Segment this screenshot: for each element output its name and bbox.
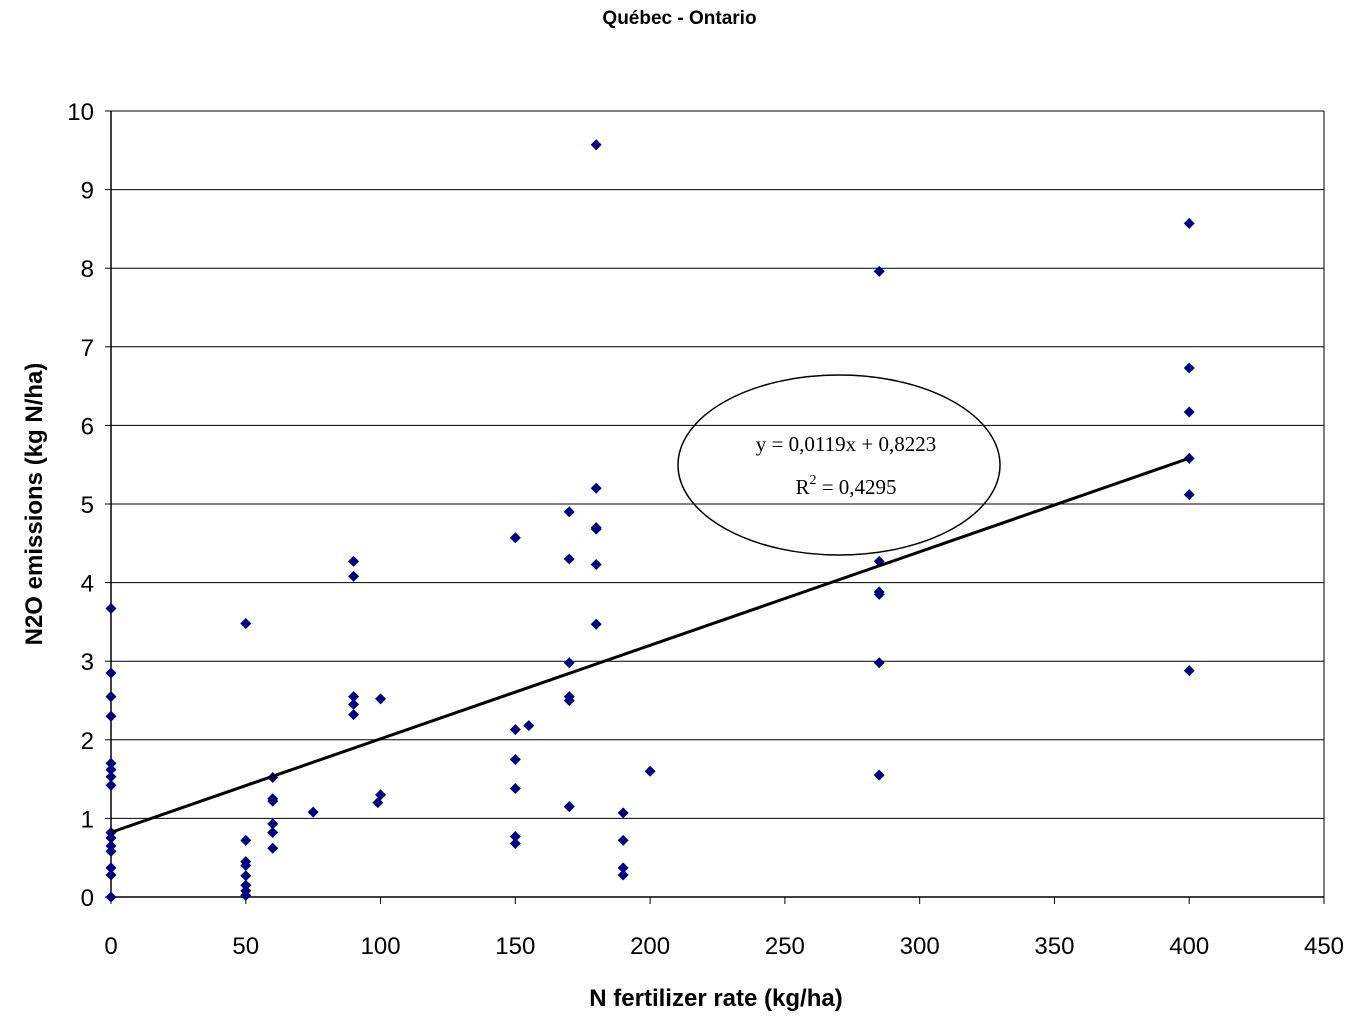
data-point — [617, 807, 629, 819]
data-point — [348, 555, 360, 567]
x-tick-labels: 0 50 100 150 200 250 300 350 400 450 — [104, 933, 1344, 960]
y-tick-label: 6 — [81, 413, 94, 440]
data-point — [1183, 665, 1195, 677]
y-tick-label: 8 — [81, 256, 94, 283]
data-point — [873, 265, 885, 277]
trend-equation: y = 0,0119x + 0,8223 — [756, 432, 936, 456]
equation-annotation: y = 0,0119x + 0,8223 R2 = 0,4295 — [677, 374, 1001, 556]
data-point — [105, 691, 117, 703]
data-point — [105, 779, 117, 791]
x-tick-label: 300 — [900, 933, 940, 960]
x-axis-label: N fertilizer rate (kg/ha) — [589, 985, 842, 1012]
data-point — [240, 860, 252, 872]
data-point — [348, 698, 360, 710]
data-point — [590, 139, 602, 151]
data-point — [873, 769, 885, 781]
data-point — [105, 845, 117, 857]
data-point — [240, 834, 252, 846]
data-point — [617, 834, 629, 846]
y-axis-label: N2O emissions (kg N/ha) — [21, 363, 48, 646]
y-tick-label: 5 — [81, 492, 94, 519]
data-point — [563, 553, 575, 565]
x-tick-label: 400 — [1169, 933, 1209, 960]
y-tick-label: 0 — [81, 885, 94, 912]
data-point — [240, 617, 252, 629]
data-point — [105, 869, 117, 881]
data-point — [348, 709, 360, 721]
x-tick-label: 0 — [104, 933, 117, 960]
x-tick-label: 50 — [232, 933, 259, 960]
data-point — [105, 891, 117, 903]
data-point — [590, 482, 602, 494]
data-point — [509, 753, 521, 765]
chart-title: Québec - Ontario — [602, 8, 757, 29]
x-tick-label: 250 — [765, 933, 805, 960]
y-tick-label: 2 — [81, 728, 94, 755]
data-point — [105, 840, 117, 852]
data-point — [375, 789, 387, 801]
data-point — [617, 862, 629, 874]
y-tick-labels: 0 1 2 3 4 5 6 7 8 9 10 — [67, 99, 94, 912]
data-point — [509, 838, 521, 850]
data-point — [1183, 217, 1195, 229]
data-point — [590, 523, 602, 535]
data-point — [509, 830, 521, 842]
y-tick-label: 9 — [81, 178, 94, 205]
data-point — [267, 842, 279, 854]
data-point — [240, 870, 252, 882]
data-point — [105, 832, 117, 844]
data-point — [105, 667, 117, 679]
data-point — [509, 783, 521, 795]
data-point — [563, 695, 575, 706]
x-tick-label: 150 — [495, 933, 535, 960]
y-tick-label: 4 — [81, 571, 94, 598]
y-tick-label: 1 — [81, 806, 94, 833]
data-points — [105, 139, 1195, 903]
data-point — [307, 806, 319, 818]
data-point — [1183, 406, 1195, 418]
y-tick-label: 10 — [67, 99, 94, 126]
data-point — [105, 764, 117, 776]
data-point — [375, 693, 387, 705]
data-point — [105, 603, 117, 615]
data-point — [105, 827, 117, 839]
x-tick-label: 450 — [1304, 933, 1344, 960]
data-point — [563, 506, 575, 518]
data-point — [590, 618, 602, 630]
x-tick-label: 350 — [1034, 933, 1074, 960]
y-tick-label: 3 — [81, 649, 94, 676]
trendline — [110, 456, 1190, 834]
data-point — [105, 862, 117, 874]
data-point — [348, 691, 360, 703]
data-point — [523, 720, 535, 732]
data-point — [105, 757, 117, 769]
data-point — [348, 570, 360, 582]
data-point — [105, 710, 117, 722]
data-point — [563, 657, 575, 669]
x-tick-label: 100 — [361, 933, 401, 960]
gridlines — [105, 110, 1324, 898]
data-point — [509, 724, 521, 736]
r-squared: R2 = 0,4295 — [795, 473, 896, 499]
data-point — [1183, 362, 1195, 374]
data-point — [1183, 489, 1195, 501]
data-point — [267, 795, 279, 807]
data-point — [590, 559, 602, 571]
data-point — [563, 801, 575, 813]
data-point — [644, 765, 656, 777]
data-point — [873, 657, 885, 669]
data-point — [509, 532, 521, 544]
data-point — [267, 818, 279, 830]
y-tick-label: 7 — [81, 335, 94, 362]
axes — [110, 111, 1325, 904]
data-point — [267, 827, 279, 839]
data-point — [873, 588, 885, 600]
annotation-ellipse — [677, 374, 1001, 556]
data-point — [240, 889, 252, 901]
data-point — [617, 869, 629, 881]
data-point — [105, 771, 117, 783]
data-point — [240, 879, 252, 891]
x-tick-label: 200 — [630, 933, 670, 960]
